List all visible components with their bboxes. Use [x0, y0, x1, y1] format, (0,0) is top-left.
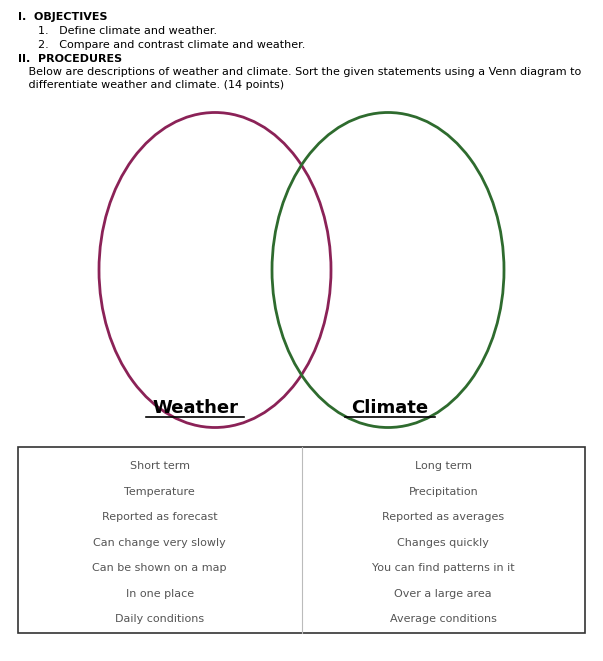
Bar	[18, 447, 585, 633]
Text: Daily conditions: Daily conditions	[115, 614, 204, 624]
Text: Average conditions: Average conditions	[390, 614, 497, 624]
Text: Long term: Long term	[415, 461, 472, 471]
Text: 2.   Compare and contrast climate and weather.: 2. Compare and contrast climate and weat…	[38, 40, 305, 50]
Text: Weather: Weather	[152, 399, 238, 417]
Text: Temperature: Temperature	[124, 486, 195, 496]
Text: Below are descriptions of weather and climate. Sort the given statements using a: Below are descriptions of weather and cl…	[18, 67, 581, 77]
Text: II.  PROCEDURES: II. PROCEDURES	[18, 54, 122, 64]
Text: 1.   Define climate and weather.: 1. Define climate and weather.	[38, 26, 217, 36]
Text: Short term: Short term	[130, 461, 190, 471]
Text: Precipitation: Precipitation	[408, 486, 478, 496]
Text: I.  OBJECTIVES: I. OBJECTIVES	[18, 12, 107, 22]
Text: Can change very slowly: Can change very slowly	[93, 537, 226, 547]
Text: In one place: In one place	[125, 588, 194, 598]
Text: Reported as forecast: Reported as forecast	[102, 512, 218, 522]
Text: Can be shown on a map: Can be shown on a map	[92, 563, 227, 573]
Text: Over a large area: Over a large area	[394, 588, 492, 598]
Text: Climate: Climate	[352, 399, 429, 417]
Text: Changes quickly: Changes quickly	[397, 537, 489, 547]
Text: You can find patterns in it: You can find patterns in it	[372, 563, 514, 573]
Text: Reported as averages: Reported as averages	[382, 512, 504, 522]
Text: differentiate weather and climate. (14 points): differentiate weather and climate. (14 p…	[18, 80, 284, 90]
